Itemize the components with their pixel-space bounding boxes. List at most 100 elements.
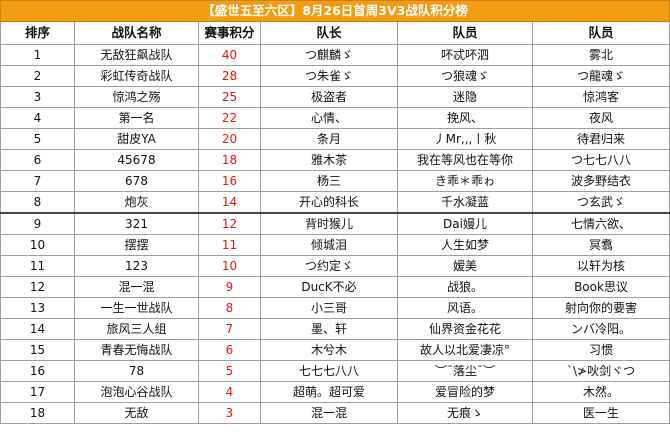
team-name-cell: 旅风三人组 <box>74 318 199 340</box>
table-row: 4 第一名 22 心情、 挽风、 夜风 <box>0 107 670 129</box>
captain-cell: 极盗者 <box>260 86 398 108</box>
rank-cell: 13 <box>0 297 75 319</box>
team-name-cell: 第一名 <box>74 107 199 129</box>
score-cell: 11 <box>198 234 261 256</box>
captain-cell: 开心的科长 <box>260 191 398 214</box>
captain-cell: 墨、轩 <box>260 318 398 340</box>
team-name-cell: 无敌 <box>74 402 199 424</box>
rank-cell: 7 <box>0 170 75 192</box>
rank-cell: 10 <box>0 234 75 256</box>
header-member-1: 队员 <box>397 21 533 45</box>
rank-cell: 11 <box>0 255 75 277</box>
member-2-cell: 习惯 <box>531 339 670 361</box>
rank-cell: 12 <box>0 276 75 298</box>
captain-cell: 雅木茶 <box>260 149 398 171</box>
header-row: 排序 战队名称 赛事积分 队长 队员 队员 <box>0 21 670 45</box>
captain-cell: 七七七八八 <box>260 360 398 382</box>
score-cell: 14 <box>198 191 261 214</box>
captain-cell: 心情、 <box>260 107 398 129</box>
team-name-cell: 青春无悔战队 <box>74 339 199 361</box>
rank-cell: 1 <box>0 44 75 66</box>
team-name-cell: 摆摆 <box>74 234 199 256</box>
captain-cell: つ约定ゞ <box>260 255 398 277</box>
member-1-cell: 战狼。 <box>397 276 533 298</box>
score-cell: 10 <box>198 255 261 277</box>
captain-cell: 超萌。超可爱 <box>260 381 398 403</box>
table-row: 3 惊鸿之殇 25 极盗者 迷隐 惊鸿客 <box>0 86 670 108</box>
member-2-cell: 波多野结衣 <box>531 170 670 192</box>
member-1-cell: 故人以北爱凄凉° <box>397 339 533 361</box>
rank-cell: 2 <box>0 65 75 87</box>
table-row: 18 无敌 3 混一混 无痕ゝ 医一生 <box>0 402 670 424</box>
team-name-cell: 一生一世战队 <box>74 297 199 319</box>
team-name-cell: 678 <box>74 170 199 192</box>
table-row: 11 123 10 つ约定ゞ 嫒美 以轩为核 <box>0 255 670 277</box>
member-1-cell: 千水凝蓝 <box>397 191 533 214</box>
team-name-cell: 泡泡心谷战队 <box>74 381 199 403</box>
page-title: 【盛世五至六区】8月26日首周3V3战队积分榜 <box>0 0 670 22</box>
member-2-cell: つ玄武ゞ <box>531 191 670 214</box>
member-2-cell: 惊鸿客 <box>531 86 670 108</box>
score-cell: 7 <box>198 318 261 340</box>
team-name-cell: 321 <box>74 212 199 235</box>
member-2-cell: ˋ\≯吙剑ヾつ <box>531 360 670 382</box>
table-body: 1 无敌狂飙战队 40 つ麒麟ゞ 吥忒吥泗 雾北 2 彩虹传奇战队 28 つ朱雀ゞ つ狼魂ゞ つ龍魂ゞ… <box>0 44 670 424</box>
captain-cell: 倾城泪 <box>260 234 398 256</box>
captain-cell: 小三哥 <box>260 297 398 319</box>
captain-cell: 背时猴儿 <box>260 212 398 235</box>
member-2-cell: 医一生 <box>531 402 670 424</box>
rank-cell: 18 <box>0 402 75 424</box>
team-name-cell: 45678 <box>74 149 199 171</box>
member-1-cell: 人生如梦 <box>397 234 533 256</box>
rank-cell: 6 <box>0 149 75 171</box>
member-1-cell: つ狼魂ゞ <box>397 65 533 87</box>
member-2-cell: つ七七八八 <box>531 149 670 171</box>
captain-cell: 木兮木 <box>260 339 398 361</box>
table-row: 12 混一混 9 DucK不必 战狼。 Book思议 <box>0 276 670 298</box>
table-row: 13 一生一世战队 8 小三哥 风语。 射向你的要害 <box>0 297 670 319</box>
table-row: 7 678 16 杨三 き乖＊乖ゎ 波多野结衣 <box>0 170 670 192</box>
score-cell: 16 <box>198 170 261 192</box>
leaderboard-table: 【盛世五至六区】8月26日首周3V3战队积分榜 排序 战队名称 赛事积分 队长 … <box>0 0 670 424</box>
table-row: 17 泡泡心谷战队 4 超萌。超可爱 爱冒险的梦 木然。 <box>0 381 670 403</box>
score-cell: 40 <box>198 44 261 66</box>
score-cell: 18 <box>198 149 261 171</box>
member-1-cell: 吥忒吥泗 <box>397 44 533 66</box>
team-name-cell: 混一混 <box>74 276 199 298</box>
member-1-cell: 风语。 <box>397 297 533 319</box>
header-member-2: 队员 <box>531 21 670 45</box>
score-cell: 22 <box>198 107 261 129</box>
rank-cell: 9 <box>0 212 75 235</box>
table-row: 16 78 5 七七七八八 ︶ˉ落尘ˉ︶ ˋ\≯吙剑ヾつ <box>0 360 670 382</box>
score-cell: 12 <box>198 212 261 235</box>
rank-cell: 16 <box>0 360 75 382</box>
member-1-cell: ︶ˉ落尘ˉ︶ <box>397 360 533 382</box>
header-team-name: 战队名称 <box>74 21 199 45</box>
member-2-cell: 冥翥 <box>531 234 670 256</box>
rank-cell: 14 <box>0 318 75 340</box>
member-2-cell: ンバ冷阳。 <box>531 318 670 340</box>
table-row: 15 青春无悔战队 6 木兮木 故人以北爱凄凉° 习惯 <box>0 339 670 361</box>
table-row: 6 45678 18 雅木茶 我在等风也在等你 つ七七八八 <box>0 149 670 171</box>
member-1-cell: き乖＊乖ゎ <box>397 170 533 192</box>
member-1-cell: 嫒美 <box>397 255 533 277</box>
member-2-cell: 雾北 <box>531 44 670 66</box>
team-name-cell: 无敌狂飙战队 <box>74 44 199 66</box>
rank-cell: 4 <box>0 107 75 129</box>
member-1-cell: 挽风、 <box>397 107 533 129</box>
member-2-cell: 木然。 <box>531 381 670 403</box>
member-2-cell: 七情六欲、 <box>531 212 670 235</box>
captain-cell: 条月 <box>260 128 398 150</box>
score-cell: 5 <box>198 360 261 382</box>
member-2-cell: つ龍魂ゞ <box>531 65 670 87</box>
rank-cell: 8 <box>0 191 75 214</box>
score-cell: 4 <box>198 381 261 403</box>
team-name-cell: 惊鸿之殇 <box>74 86 199 108</box>
score-cell: 28 <box>198 65 261 87</box>
score-cell: 9 <box>198 276 261 298</box>
team-name-cell: 炮灰 <box>74 191 199 214</box>
member-1-cell: 迷隐 <box>397 86 533 108</box>
header-captain: 队长 <box>260 21 398 45</box>
table-row: 10 摆摆 11 倾城泪 人生如梦 冥翥 <box>0 234 670 256</box>
score-cell: 20 <box>198 128 261 150</box>
